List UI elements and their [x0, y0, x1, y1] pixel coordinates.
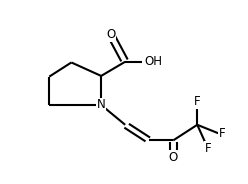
- Text: F: F: [205, 142, 211, 155]
- Text: F: F: [219, 127, 226, 140]
- Text: OH: OH: [144, 55, 162, 68]
- Text: O: O: [169, 151, 178, 164]
- Text: O: O: [106, 28, 115, 41]
- Text: F: F: [194, 95, 201, 108]
- Text: N: N: [97, 98, 106, 112]
